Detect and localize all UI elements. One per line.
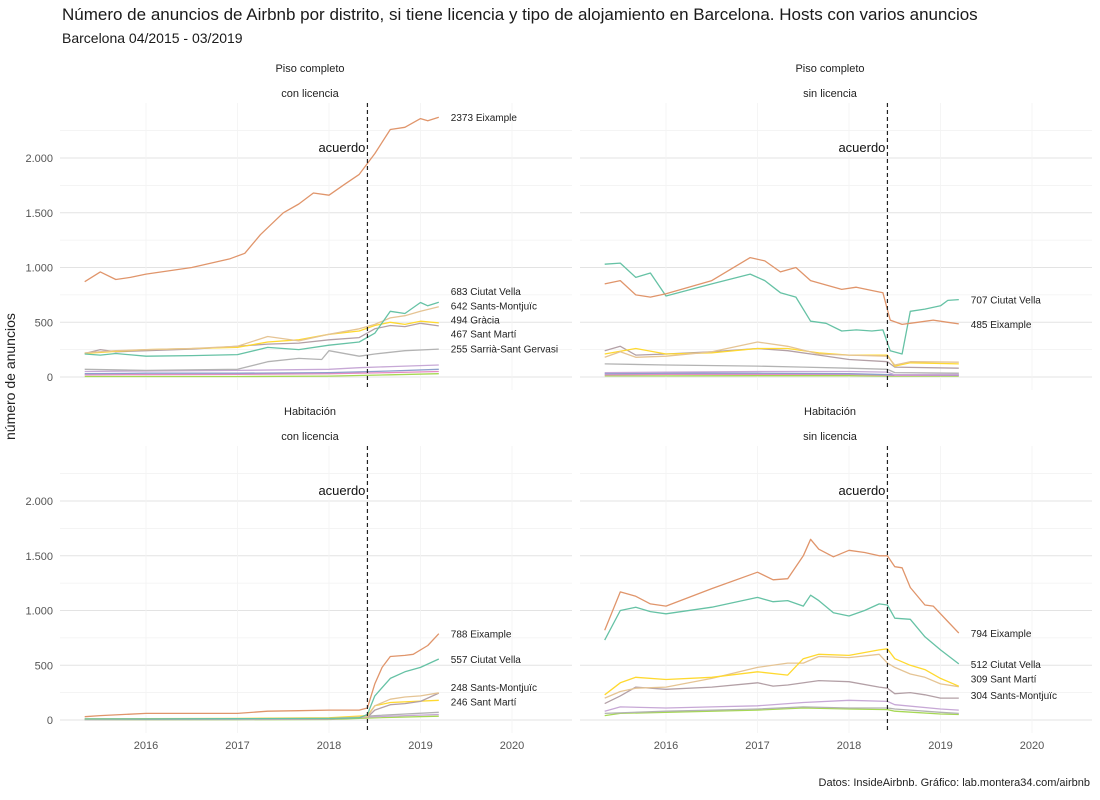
series-end-label: 304 Sants-Montjuïc [971, 691, 1057, 702]
series-line [604, 679, 959, 705]
strip-label: Habitación [804, 406, 856, 418]
series-line [84, 322, 439, 355]
x-tick-label: 2018 [317, 740, 341, 752]
series-line [84, 306, 439, 354]
series-end-label: 467 Sant Martí [451, 330, 517, 341]
facet-panel-4: 2016 2017 2018 2019 2020 Habitación sin licenc… [580, 406, 1092, 752]
strip-label: Piso completo [795, 63, 864, 75]
series-end-label: 2373 Eixample [451, 113, 518, 124]
series-end-label: 557 Ciutat Vella [451, 655, 521, 666]
strip-label: sin licencia [803, 88, 858, 100]
caption: Datos: InsideAirbnb. Gráfico: lab.monter… [818, 777, 1090, 789]
x-tick-label: 2019 [408, 740, 432, 752]
y-tick-label: 1.500 [25, 551, 53, 563]
series-line [84, 116, 440, 283]
series-line [84, 373, 439, 378]
x-tick-label: 2016 [654, 740, 678, 752]
x-tick-label: 2019 [928, 740, 952, 752]
chart-subtitle: Barcelona 04/2015 - 03/2019 [62, 30, 243, 46]
agreement-label: acuerdo [838, 483, 885, 498]
series-line [84, 370, 439, 376]
series-line [604, 538, 960, 634]
series-line [604, 256, 959, 326]
series-line [84, 368, 439, 375]
strip-label: sin licencia [803, 431, 858, 443]
x-tick-label: 2017 [225, 740, 249, 752]
series-line [604, 699, 959, 712]
series-line [604, 370, 959, 376]
chart-title: Número de anuncios de Airbnb por distrit… [62, 5, 978, 24]
agreement-label: acuerdo [838, 140, 885, 155]
series-end-label: 248 Sants-Montjuïc [451, 683, 537, 694]
strip-label: con licencia [281, 431, 339, 443]
series-end-label: 246 Sant Martí [451, 697, 517, 708]
y-tick-label: 1.000 [25, 263, 53, 275]
series-line [604, 345, 959, 369]
y-tick-label: 2.000 [25, 153, 53, 165]
series-end-label: 512 Ciutat Vella [971, 660, 1041, 671]
x-tick-label: 2020 [1020, 740, 1044, 752]
series-line [84, 658, 440, 720]
y-tick-label: 2.000 [25, 496, 53, 508]
x-tick-label: 2018 [837, 740, 861, 752]
facet-panel-1: 0 500 1.000 1.500 2.000 Piso completo con lice… [25, 63, 572, 390]
y-tick-label: 0 [47, 372, 53, 384]
series-line [604, 648, 960, 696]
series-end-label: 788 Eixample [451, 630, 512, 641]
y-tick-label: 1.000 [25, 606, 53, 618]
series-line [604, 363, 959, 374]
y-tick-label: 1.500 [25, 208, 53, 220]
y-tick-label: 500 [35, 660, 53, 672]
x-tick-label: 2020 [500, 740, 524, 752]
series-line [604, 653, 959, 699]
agreement-label: acuerdo [318, 140, 365, 155]
facet-panel-2: Piso completo sin licencia acuerdo 707 Ciut… [580, 63, 1092, 390]
series-end-label: 494 Gràcia [451, 316, 500, 327]
series-line [604, 347, 959, 367]
y-tick-label: 500 [35, 317, 53, 329]
series-line [604, 707, 959, 717]
series-end-label: 707 Ciutat Vella [971, 296, 1041, 307]
series-line [84, 301, 440, 357]
facet-panel-3: 0 500 1.000 1.500 2.000 2016 2017 2018 2019 2020 H… [25, 406, 572, 752]
strip-label: Habitación [284, 406, 336, 418]
series-end-label: 309 Sant Martí [971, 674, 1037, 685]
series-end-label: 642 Sants-Montjuïc [451, 301, 537, 312]
y-tick-label: 0 [47, 715, 53, 727]
series-line [604, 341, 959, 366]
x-tick-label: 2016 [134, 740, 158, 752]
series-end-label: 255 Sarrià-Sant Gervasi [451, 345, 558, 356]
series-line [604, 262, 959, 355]
strip-label: Piso completo [275, 63, 344, 75]
series-line [604, 594, 960, 665]
series-end-label: 485 Eixample [971, 320, 1032, 331]
series-end-label: 683 Ciutat Vella [451, 287, 521, 298]
agreement-label: acuerdo [318, 483, 365, 498]
x-tick-label: 2017 [745, 740, 769, 752]
series-line [84, 633, 440, 718]
strip-label: con licencia [281, 88, 339, 100]
series-line [84, 348, 439, 372]
series-end-label: 794 Eixample [971, 629, 1032, 640]
series-line [604, 706, 959, 715]
